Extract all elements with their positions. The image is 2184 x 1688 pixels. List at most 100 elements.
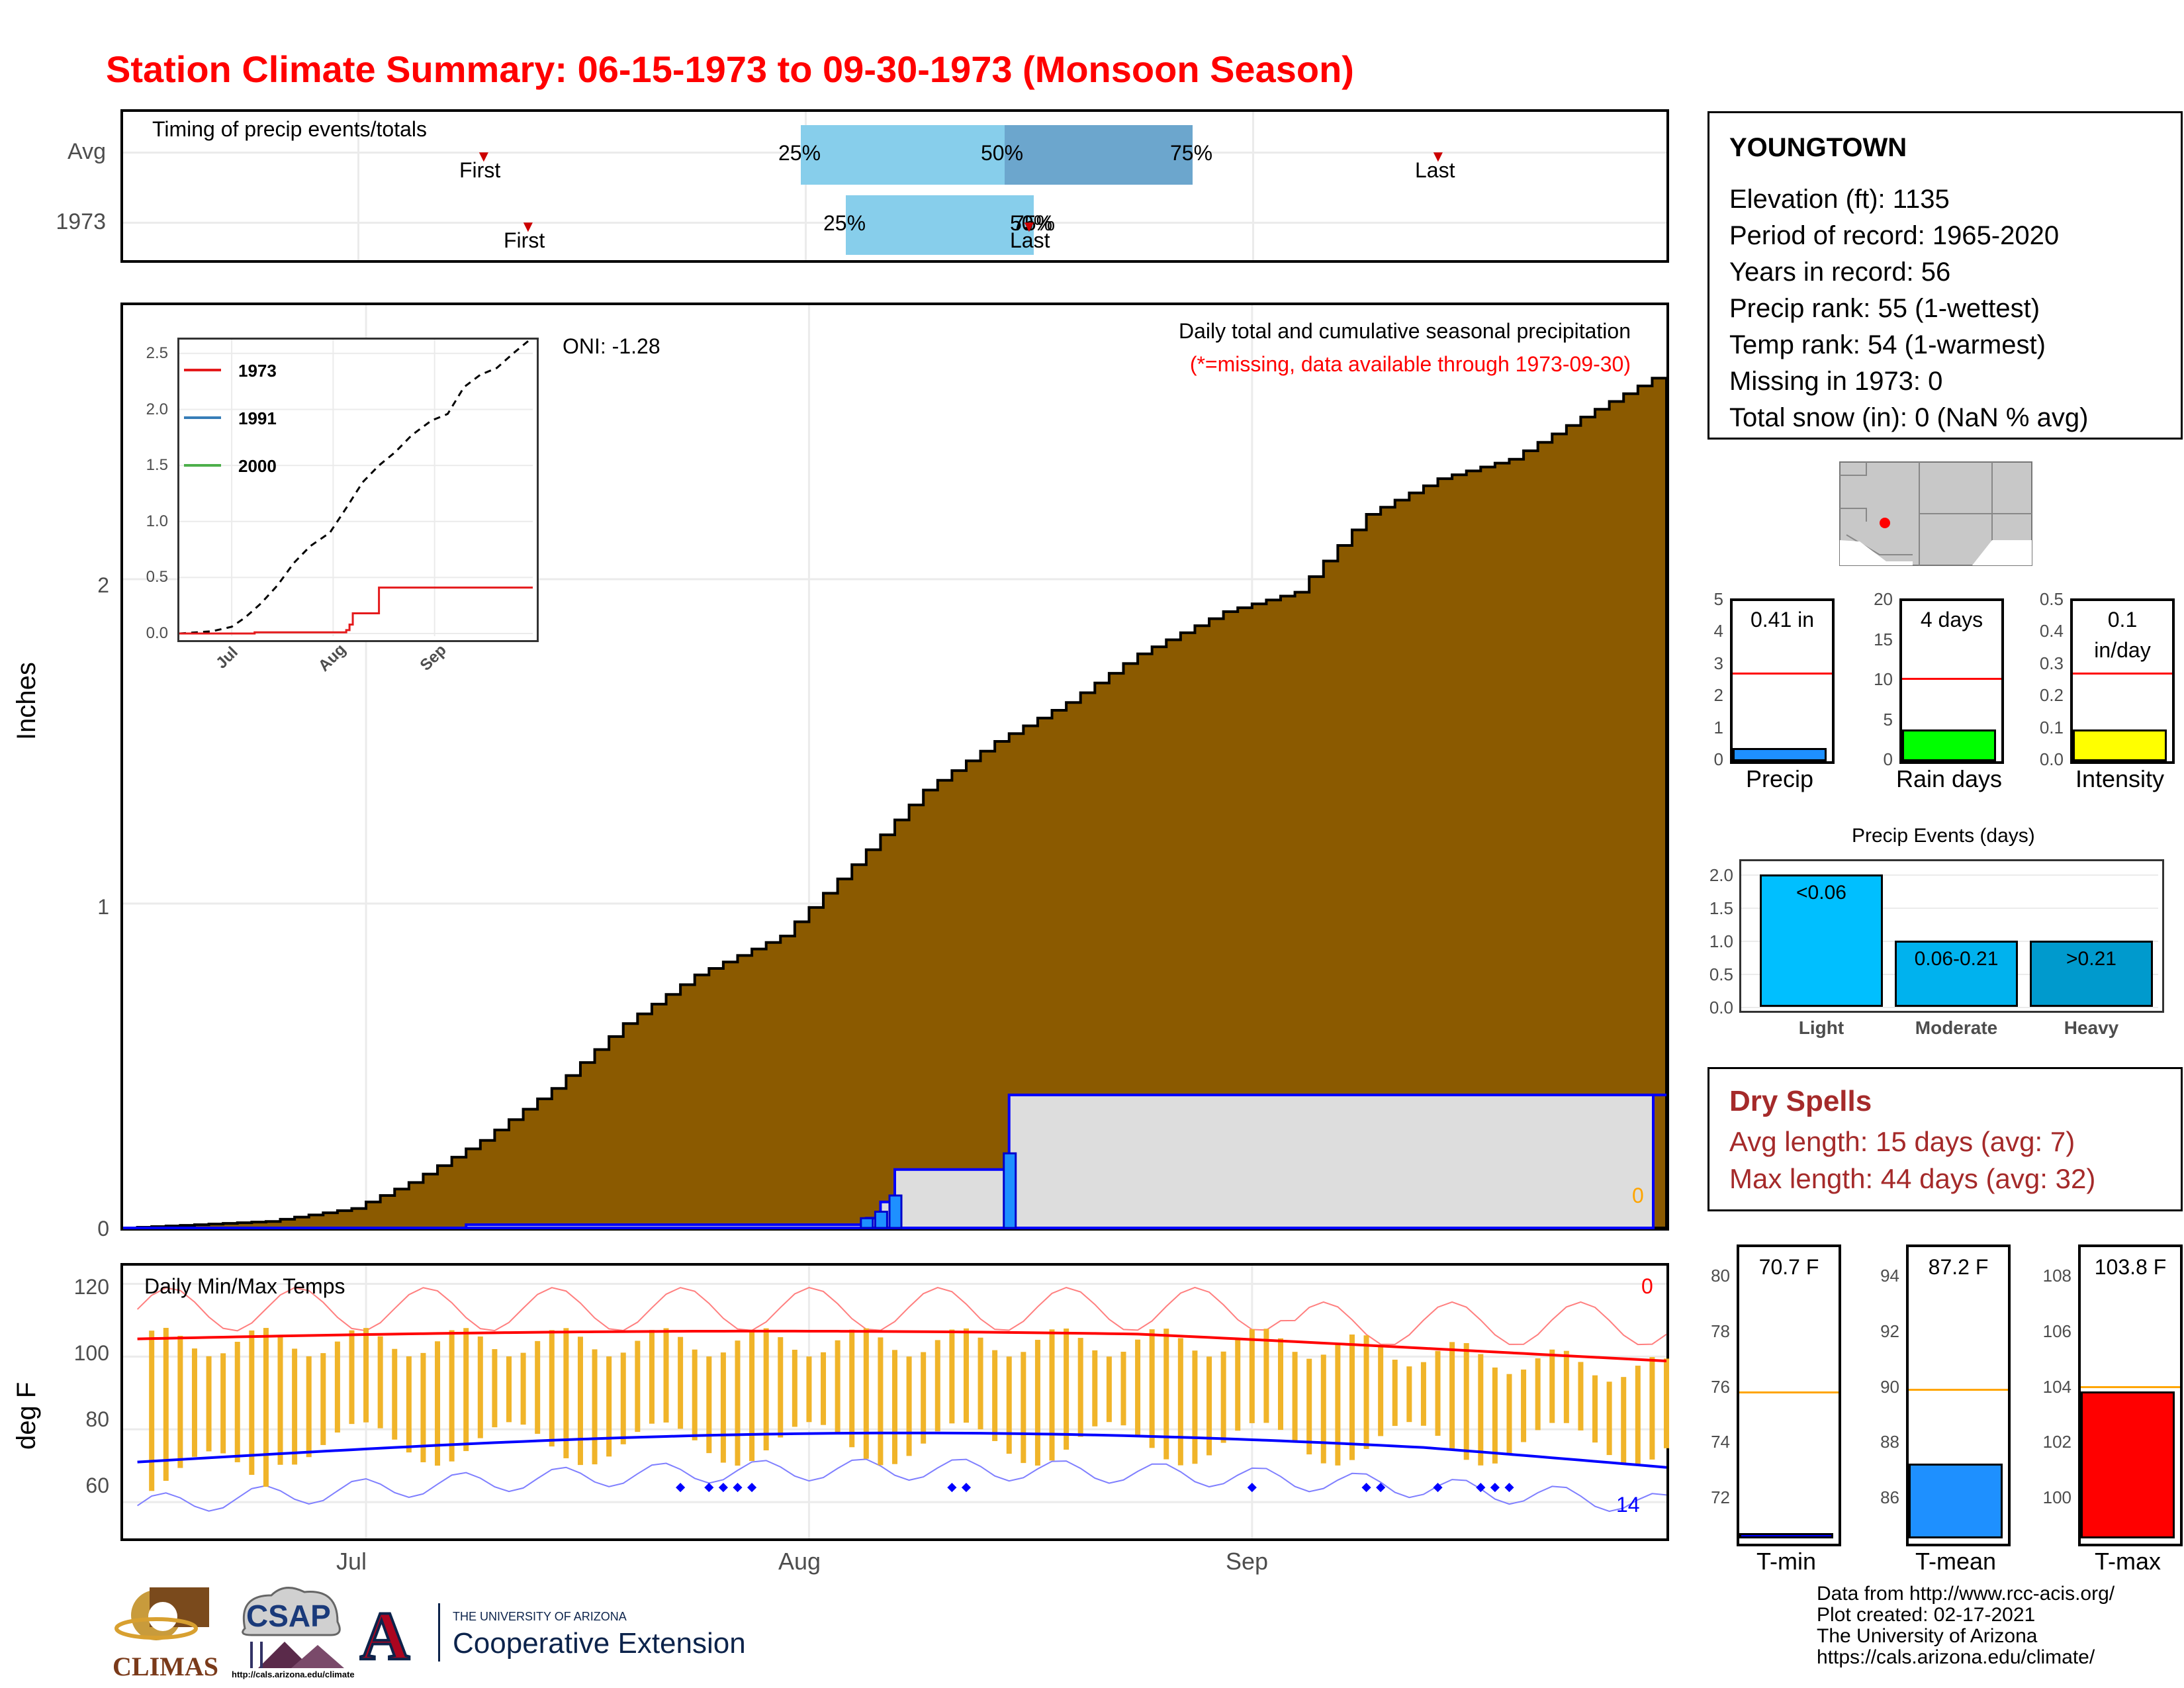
avg-q75-label: 75% xyxy=(1170,141,1213,165)
daily-temp-bar xyxy=(678,1336,684,1429)
y1973-first-marker: ▼ xyxy=(520,218,536,236)
mini-bar-tick: 0.2 xyxy=(2039,685,2064,706)
inset-ytick: 2.5 xyxy=(146,344,168,362)
daily-temp-bar xyxy=(992,1350,998,1441)
daily-temp-bar xyxy=(392,1348,398,1440)
mini-bar-avg-line xyxy=(1902,677,2001,680)
station-missing: Missing in 1973: 0 xyxy=(1729,367,1943,396)
station-years: Years in record: 56 xyxy=(1729,258,1951,287)
y1973-q75-label: 75% xyxy=(1013,211,1056,235)
y1973-last-marker: ▼ xyxy=(1021,218,1037,236)
daily-temp-bar xyxy=(292,1348,298,1465)
mini-bar-label: Intensity xyxy=(2075,765,2165,792)
events-bar-label: Moderate xyxy=(1915,1017,1998,1038)
temp-bar-value xyxy=(2081,1391,2175,1538)
main-annotation: Daily total and cumulative seasonal prec… xyxy=(1178,319,1631,343)
daily-temp-bar xyxy=(234,1341,240,1462)
mini-bar-avg-line xyxy=(2073,673,2172,675)
daily-temp-bar xyxy=(1249,1329,1255,1423)
mini-bar-label: Rain days xyxy=(1895,765,2003,792)
temps-ytick-60: 60 xyxy=(85,1474,109,1497)
mini-bar-value-text: 0.41 in xyxy=(1750,608,1815,632)
daily-temp-bar xyxy=(1621,1377,1627,1464)
avg-first-label: First xyxy=(459,158,501,182)
mini-bar-label: Precip xyxy=(1745,765,1814,792)
temp-bar-label: T-mean xyxy=(1915,1548,1997,1575)
mini-bar-tick: 0 xyxy=(1883,749,1893,769)
events-bar-label: Heavy xyxy=(2064,1017,2119,1038)
record-low-marker xyxy=(1504,1483,1514,1493)
daily-temp-bar xyxy=(878,1337,884,1466)
daily-temp-bar xyxy=(835,1340,841,1434)
daily-temp-bar xyxy=(1506,1374,1512,1455)
daily-temp-bar xyxy=(549,1330,555,1447)
record-low-marker xyxy=(961,1483,972,1493)
location-map xyxy=(1839,461,2032,566)
record-low-marker xyxy=(704,1483,714,1493)
daily-temp-bar xyxy=(1392,1360,1398,1427)
events-gridline xyxy=(1741,908,2158,909)
daily-temp-bar xyxy=(1278,1338,1283,1430)
daily-temp-bar xyxy=(778,1337,784,1438)
daily-temp-bar xyxy=(978,1337,983,1430)
daily-temp-bar xyxy=(263,1328,269,1487)
temps-ytick-80: 80 xyxy=(85,1407,109,1431)
temp-bar-tick: 94 xyxy=(1880,1265,1899,1286)
main-ytick-0: 0 xyxy=(97,1217,109,1241)
daily-temp-bar xyxy=(1635,1366,1641,1466)
credits: Data from http://www.rcc-acis.org/ Plot … xyxy=(1817,1583,2115,1668)
avg-q50-q75-box xyxy=(1005,125,1193,185)
daily-temp-bar xyxy=(477,1336,483,1438)
daily-temp-bar xyxy=(606,1356,612,1457)
daily-temp-bar xyxy=(377,1336,383,1429)
daily-temp-bar xyxy=(763,1328,769,1451)
daily-temp-bar xyxy=(620,1352,626,1444)
events-bar-inner-label: <0.06 xyxy=(1796,882,1846,904)
csap-logo[interactable]: CSAP http://cals.arizona.edu/climate xyxy=(232,1582,355,1681)
avg-q25-q50-box xyxy=(801,125,1005,185)
daily-temp-bar xyxy=(863,1328,869,1459)
daily-temp-bar xyxy=(277,1336,283,1465)
mini-bar-tick: 3 xyxy=(1713,653,1723,673)
daily-temp-bar xyxy=(1363,1335,1369,1449)
legend-swatch-1973 xyxy=(184,369,221,371)
ua-logo[interactable]: A THE UNIVERSITY OF ARIZONA Cooperative … xyxy=(359,1597,746,1675)
events-tick: 0.5 xyxy=(1709,964,1733,984)
events-bar: >0.21 xyxy=(2030,941,2153,1007)
record-low-line xyxy=(137,1458,1667,1513)
daily-temp-bar xyxy=(420,1352,426,1462)
temp-bar-label: T-min xyxy=(1756,1548,1816,1575)
daily-temp-bar xyxy=(177,1335,183,1468)
record-low-marker xyxy=(1361,1483,1371,1493)
daily-temp-bar xyxy=(306,1356,312,1458)
mini-bar-tick: 5 xyxy=(1713,589,1723,609)
daily-precip-bar xyxy=(888,1194,903,1229)
temp-bar-tick: 104 xyxy=(2042,1376,2071,1397)
record-low-marker xyxy=(747,1483,757,1493)
mini-bar-chart-1: 4 days xyxy=(1899,598,2004,764)
avg-min-line xyxy=(137,1431,1667,1469)
mini-bar-value-text2: in/day xyxy=(2094,638,2151,662)
station-snow: Total snow (in): 0 (NaN % avg) xyxy=(1729,403,2089,432)
climas-logo[interactable]: CLIMAS xyxy=(110,1582,218,1681)
daily-temp-bar xyxy=(492,1349,498,1428)
credit-line-2: Plot created: 02-17-2021 xyxy=(1817,1604,2036,1626)
temp-bar-tick: 72 xyxy=(1711,1487,1730,1508)
temps-count-bottom: 14 xyxy=(1616,1493,1640,1517)
events-tick: 1.5 xyxy=(1709,898,1733,918)
events-bar-inner-label: 0.06-0.21 xyxy=(1914,948,1999,970)
daily-temp-bar xyxy=(1177,1338,1183,1466)
daily-temp-bar xyxy=(1235,1339,1241,1431)
temps-ytick-120: 120 xyxy=(73,1275,109,1299)
daily-temp-bar xyxy=(1149,1329,1155,1448)
xtick-aug: Aug xyxy=(778,1548,821,1575)
daily-temp-bar xyxy=(649,1330,655,1424)
avg-q25-label: 25% xyxy=(778,141,821,165)
y-axis-title: Inches xyxy=(12,662,41,740)
daily-temp-bar xyxy=(1077,1338,1083,1437)
ua-big-text: Cooperative Extension xyxy=(453,1627,746,1660)
events-tick: 0.0 xyxy=(1709,998,1733,1017)
events-gridline xyxy=(1741,1007,2158,1008)
daily-temp-bar xyxy=(1064,1328,1069,1450)
daily-temp-bar xyxy=(1435,1350,1441,1436)
